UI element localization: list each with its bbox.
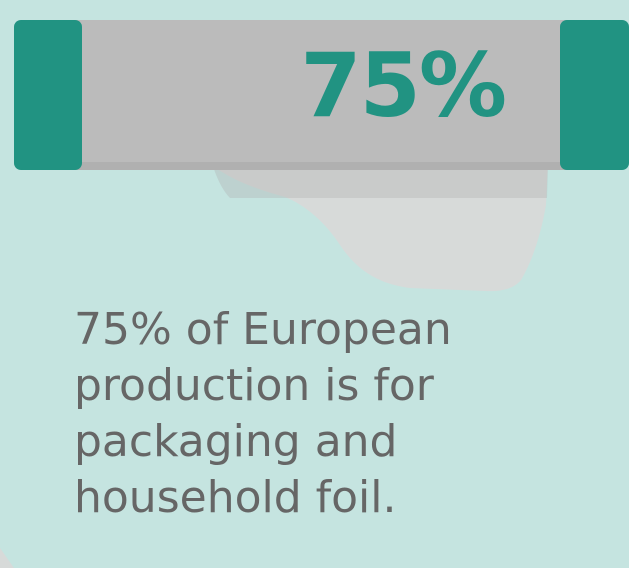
caption-line: household foil. (74, 472, 397, 523)
corner-fold-mark (0, 548, 14, 568)
foil-curl-shadow (213, 162, 548, 198)
caption-text: 75% of European production is for packag… (74, 302, 614, 526)
foil-roll-left (14, 20, 82, 170)
foil-sheet (70, 20, 570, 170)
foil-roll-right (560, 20, 629, 170)
caption-line: production is for (74, 360, 434, 411)
caption-line: packaging and (74, 416, 398, 467)
percentage-stat: 75% (300, 34, 507, 137)
caption-line: 75% of European (74, 304, 452, 355)
foil-sheet-edge (70, 162, 570, 170)
foil-curl (213, 162, 548, 292)
